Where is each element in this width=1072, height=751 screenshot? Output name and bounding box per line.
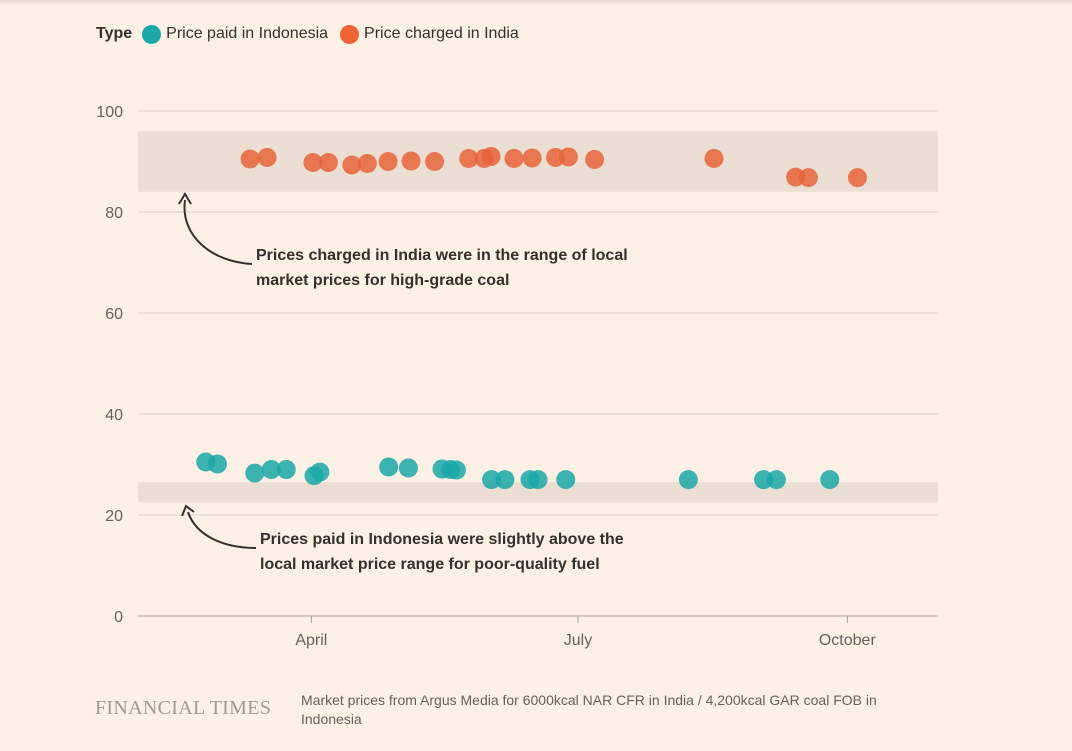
top-shadow <box>0 0 1072 6</box>
x-tick-label-april: April <box>295 632 327 649</box>
data-point-indonesia-8 <box>398 458 418 478</box>
data-point-india-5 <box>357 154 377 174</box>
data-point-indonesia-12 <box>482 470 502 490</box>
indonesia-annotation-line1: Prices paid in Indonesia were slightly a… <box>260 531 624 548</box>
data-point-india-6 <box>378 152 398 171</box>
y-tick-label-40: 40 <box>105 407 123 424</box>
data-point-indonesia-15 <box>528 470 548 490</box>
data-point-india-7 <box>401 151 421 171</box>
data-point-india-15 <box>558 147 578 167</box>
market-range-band-1 <box>138 482 938 503</box>
data-point-india-11 <box>481 146 501 166</box>
indonesia-annotation: Prices paid in Indonesia were slightly a… <box>260 527 660 577</box>
data-point-indonesia-2 <box>245 463 265 483</box>
legend-dot-indonesia-icon <box>142 24 162 44</box>
data-point-india-4 <box>342 155 362 175</box>
x-tick-label-july: July <box>564 632 592 649</box>
data-point-india-12 <box>504 148 524 168</box>
x-tick-label-october: October <box>819 632 877 649</box>
india-annotation-line1: Prices charged in India were in the rang… <box>256 247 628 264</box>
indonesia-arrowhead-icon <box>181 504 195 517</box>
legend-item-india[interactable]: Price charged in India <box>340 24 519 44</box>
data-point-indonesia-1 <box>207 454 227 474</box>
legend-item-indonesia[interactable]: Price paid in Indonesia <box>142 24 329 44</box>
data-point-indonesia-19 <box>766 470 786 490</box>
india-annotation-arrow-icon <box>183 199 253 265</box>
data-point-india-1 <box>257 147 277 167</box>
data-point-india-9 <box>459 148 479 168</box>
data-point-india-19 <box>798 168 818 188</box>
y-tick-label-100: 100 <box>96 104 123 121</box>
source-note: Market prices from Argus Media for 6000k… <box>301 692 877 727</box>
legend-label-india: Price charged in India <box>364 25 519 42</box>
y-tick-label-60: 60 <box>105 306 123 323</box>
data-point-india-3 <box>318 153 338 173</box>
data-point-india-8 <box>425 152 445 171</box>
data-point-indonesia-7 <box>379 457 399 477</box>
data-point-india-0 <box>240 149 260 169</box>
data-point-indonesia-3 <box>261 460 281 480</box>
india-annotation: Prices charged in India were in the rang… <box>256 243 656 293</box>
data-point-indonesia-13 <box>495 470 515 490</box>
legend-label-indonesia: Price paid in Indonesia <box>166 25 329 42</box>
data-point-india-2 <box>303 153 323 173</box>
data-point-indonesia-6 <box>310 462 330 482</box>
y-tick-label-80: 80 <box>105 205 123 222</box>
legend-dot-india-icon <box>340 24 360 44</box>
ft-logo: FINANCIAL TIMES <box>95 697 272 719</box>
data-point-india-13 <box>522 148 542 168</box>
y-tick-label-20: 20 <box>105 508 123 525</box>
legend: Type Price paid in Indonesia Price charg… <box>96 22 531 46</box>
data-point-indonesia-20 <box>820 470 840 490</box>
data-point-india-16 <box>585 149 605 169</box>
data-point-india-17 <box>704 148 724 168</box>
india-annotation-line2: market prices for high-grade coal <box>256 272 510 289</box>
legend-title: Type <box>96 25 133 42</box>
data-point-indonesia-4 <box>276 460 296 480</box>
data-point-india-20 <box>847 168 867 188</box>
indonesia-annotation-arrow-icon <box>187 511 257 549</box>
indonesia-annotation-line2: local market price range for poor-qualit… <box>260 556 600 573</box>
data-point-indonesia-17 <box>678 470 698 490</box>
y-tick-label-0: 0 <box>114 609 123 626</box>
data-point-indonesia-16 <box>556 470 576 490</box>
india-arrowhead-icon <box>178 192 192 205</box>
data-point-indonesia-11 <box>446 460 466 480</box>
